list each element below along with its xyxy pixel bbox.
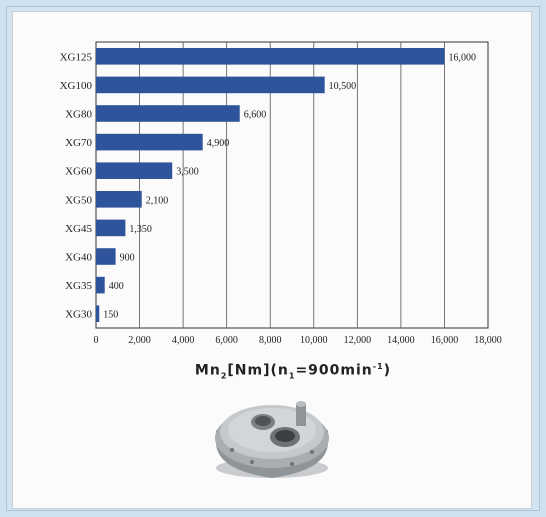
data-label: 400	[109, 281, 124, 292]
x-tick-label: 18,000	[474, 335, 502, 346]
x-tick-label: 14,000	[387, 335, 415, 346]
category-label: XG70	[65, 137, 92, 149]
data-label: 3,500	[176, 167, 199, 178]
bar	[96, 133, 203, 151]
data-label: 900	[120, 253, 135, 264]
gear-reducer-photo	[215, 401, 329, 478]
bar	[96, 276, 105, 294]
category-label: XG45	[65, 223, 92, 235]
bar	[96, 305, 100, 322]
x-tick-label: 6,000	[215, 335, 238, 346]
x-tick-label: 12,000	[344, 335, 372, 346]
category-label: XG125	[60, 51, 93, 63]
category-label: XG40	[65, 252, 92, 264]
x-tick-label: 10,000	[300, 335, 328, 346]
data-label: 4,900	[207, 138, 230, 149]
category-label: XG35	[65, 280, 92, 292]
category-label: XG50	[65, 194, 92, 206]
data-label: 10,500	[329, 81, 357, 92]
data-label: 2,100	[146, 195, 169, 206]
x-tick-label: 8,000	[259, 335, 282, 346]
x-axis-title: Mn2[Nm](n1=900min-1)	[194, 362, 392, 381]
bar	[96, 248, 116, 265]
plot-frame	[95, 41, 489, 329]
data-label: 1,350	[129, 224, 152, 235]
data-label: 6,600	[244, 110, 267, 121]
bar	[96, 162, 173, 179]
bar	[96, 76, 325, 94]
bars	[96, 48, 445, 322]
data-label: 16,000	[448, 52, 476, 63]
x-tick-label: 16,000	[431, 335, 459, 346]
bar	[96, 191, 142, 208]
category-label: XG30	[65, 309, 92, 321]
bar	[96, 219, 126, 237]
bar	[96, 105, 240, 122]
x-tick-label: 0	[94, 335, 99, 346]
category-label: XG100	[60, 80, 93, 92]
data-label: 150	[103, 310, 118, 321]
labels: 0 2,000 4,000 6,000 8,000 10,000 12,000 14,000 1…	[60, 51, 502, 346]
category-label: XG60	[65, 166, 92, 178]
category-label: XG80	[65, 109, 92, 121]
x-tick-label: 4,000	[172, 335, 195, 346]
x-tick-label: 2,000	[128, 335, 151, 346]
bar	[96, 48, 445, 65]
